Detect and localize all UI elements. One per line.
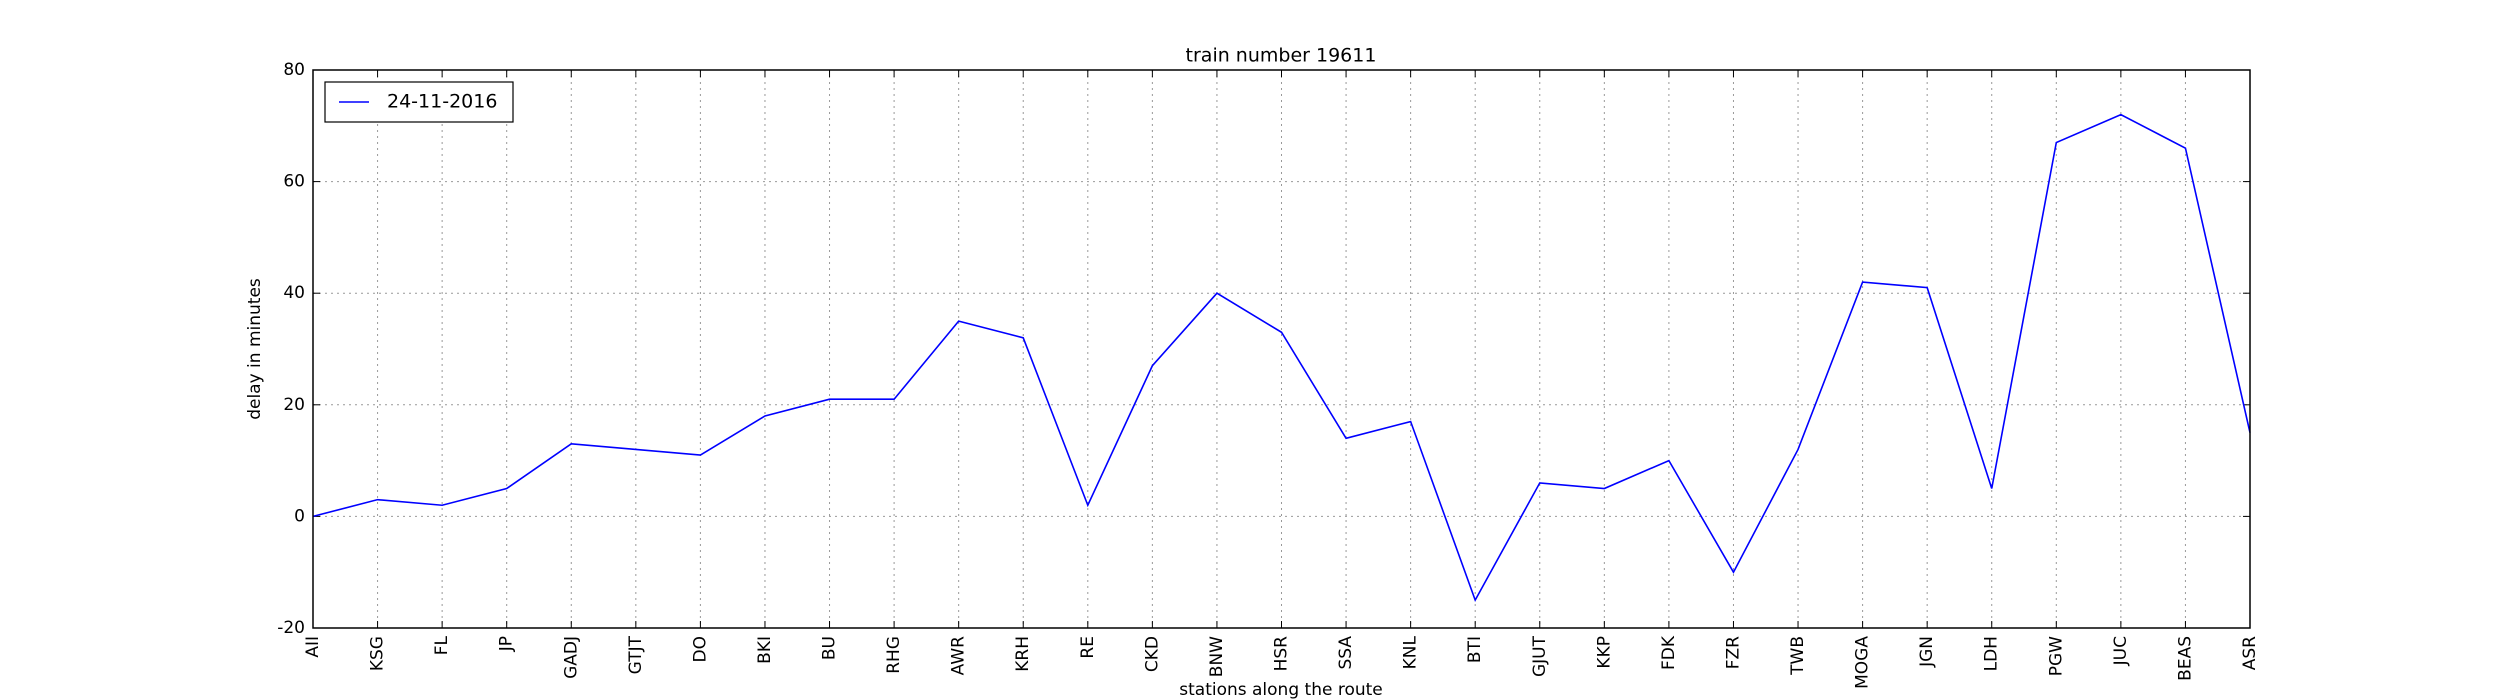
plot-frame bbox=[312, 69, 2251, 629]
chart-title: train number 19611 bbox=[1186, 45, 1377, 67]
x-tick-label: AWR bbox=[949, 636, 969, 676]
data-line bbox=[312, 113, 2251, 603]
x-tick-label: HSR bbox=[1272, 636, 1292, 672]
x-tick-label: RE bbox=[1078, 636, 1098, 659]
x-tick-label: KNL bbox=[1401, 635, 1421, 669]
x-tick-label: FDK bbox=[1659, 635, 1679, 670]
x-tick-label: BEAS bbox=[2175, 636, 2195, 681]
x-tick-label: JGN bbox=[1917, 636, 1937, 668]
x-tick-label: LDH bbox=[1982, 636, 2002, 671]
x-tick-label: BTI bbox=[1465, 636, 1485, 663]
y-tick-label: 0 bbox=[294, 506, 305, 526]
x-tick-label: TWB bbox=[1788, 636, 1808, 676]
x-tick-label: GTJT bbox=[626, 635, 646, 674]
x-tick-label: JUC bbox=[2111, 636, 2131, 666]
x-tick-label: JP bbox=[497, 636, 517, 652]
x-tick-label: BNW bbox=[1207, 636, 1227, 677]
legend-label: 24-11-2016 bbox=[387, 91, 497, 113]
x-tick-label: CKD bbox=[1142, 636, 1162, 672]
x-tick-label: RHG bbox=[884, 636, 904, 674]
x-tick-label: ASR bbox=[2240, 636, 2260, 670]
x-tick-label: KKP bbox=[1594, 636, 1614, 669]
y-tick-label: 40 bbox=[283, 283, 305, 303]
x-tick-label: MOGA bbox=[1853, 636, 1873, 689]
y-tick-label: 80 bbox=[283, 60, 305, 80]
x-tick-label: GADJ bbox=[561, 636, 581, 679]
y-tick-label: 60 bbox=[283, 172, 305, 192]
x-tick-label: BKI bbox=[755, 636, 775, 664]
x-tick-label: FL bbox=[432, 635, 452, 655]
y-tick-label: -20 bbox=[277, 618, 305, 638]
x-tick-label: FZR bbox=[1723, 636, 1743, 669]
x-tick-label: GJUT bbox=[1530, 635, 1550, 677]
x-tick-label: SSA bbox=[1336, 636, 1356, 670]
x-tick-label: KRH bbox=[1013, 636, 1033, 672]
x-tick-label: AII bbox=[303, 636, 323, 658]
y-tick-label: 20 bbox=[283, 395, 305, 415]
x-tick-label: KSG bbox=[368, 636, 388, 671]
x-tick-label: BU bbox=[820, 636, 840, 660]
x-tick-label: DO bbox=[690, 636, 710, 662]
x-tick-label: PGW bbox=[2046, 636, 2066, 676]
x-axis-label: stations along the route bbox=[1179, 680, 1383, 700]
y-axis-label: delay in minutes bbox=[245, 278, 265, 420]
